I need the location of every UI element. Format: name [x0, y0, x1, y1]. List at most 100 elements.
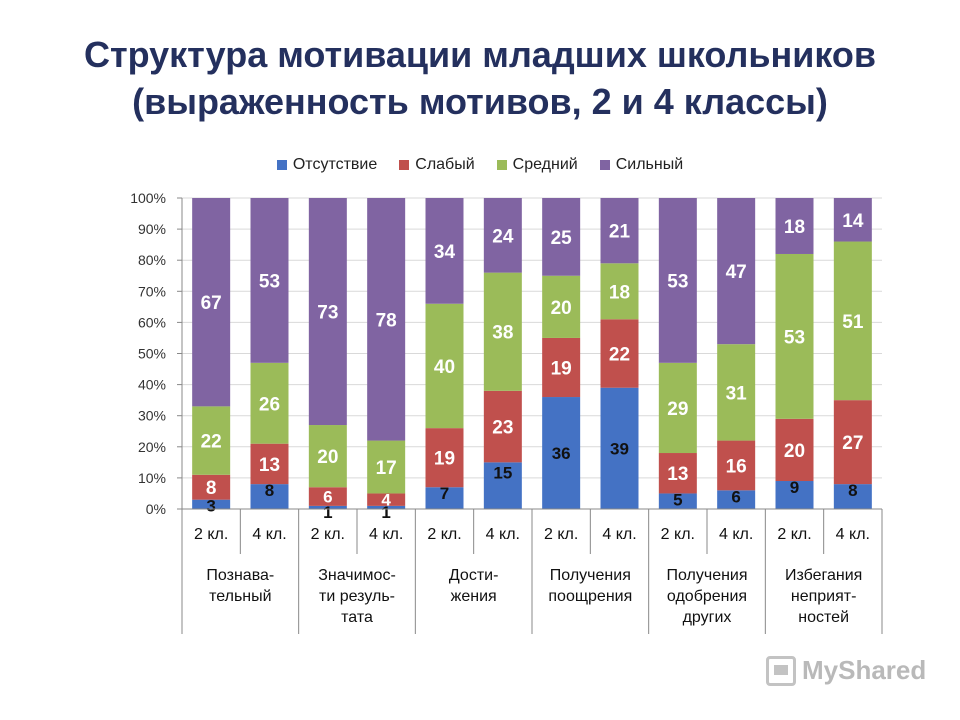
- data-label: 8: [265, 481, 274, 500]
- bar-segment: [833, 241, 872, 401]
- chart-title-line-1: Структура мотивации младших школьников: [83, 34, 877, 75]
- bar-segment: [542, 275, 581, 338]
- y-tick-label: 20%: [138, 439, 166, 455]
- bar-segment: [367, 440, 406, 494]
- data-label: 18: [784, 217, 805, 238]
- bar-segment: [658, 493, 697, 509]
- data-label: 40: [434, 357, 455, 378]
- data-label: 38: [492, 323, 513, 344]
- bar-segment: [308, 198, 347, 426]
- category-label: 4 кл.: [369, 526, 403, 543]
- bar-segment: [775, 198, 814, 254]
- bar-segment: [717, 344, 756, 441]
- bar-segment: [658, 198, 697, 363]
- data-label: 1: [381, 503, 390, 522]
- data-label: 53: [259, 271, 280, 292]
- legend-swatch: [399, 160, 410, 170]
- bar-segment: [192, 474, 231, 500]
- bar-segment: [542, 198, 581, 276]
- bar-segment: [308, 487, 347, 506]
- category-label: 2 кл.: [311, 526, 345, 543]
- legend-label: Средний: [512, 156, 578, 173]
- legend-swatch: [496, 160, 507, 170]
- bar-segment: [367, 505, 406, 509]
- bar-segment: [717, 198, 756, 345]
- bar-segment: [542, 337, 581, 398]
- data-label: 7: [440, 484, 449, 503]
- data-label: 22: [201, 432, 222, 453]
- data-label: 27: [842, 433, 863, 454]
- group-label: жения: [451, 588, 497, 605]
- data-label: 67: [201, 293, 222, 314]
- bar-segment: [192, 198, 231, 407]
- bar-segment: [600, 387, 639, 509]
- group-label: Познава-: [206, 567, 274, 584]
- y-tick-label: 40%: [138, 377, 166, 393]
- group-label: Избегания: [785, 567, 862, 584]
- y-tick-label: 80%: [138, 252, 166, 268]
- data-label: 1: [323, 503, 332, 522]
- data-label: 13: [667, 464, 688, 485]
- data-label: 25: [551, 228, 573, 249]
- bar-segment: [250, 484, 289, 509]
- data-label: 14: [842, 211, 864, 232]
- legend-label: Отсутствие: [292, 156, 378, 173]
- legend-swatch: [276, 160, 287, 170]
- data-label: 73: [317, 303, 338, 324]
- bar-segment: [775, 418, 814, 482]
- bar-segment: [600, 198, 639, 264]
- data-label: 31: [726, 383, 748, 404]
- data-label: 8: [848, 481, 857, 500]
- bar-segment: [367, 493, 406, 506]
- category-label: 4 кл.: [836, 526, 870, 543]
- data-label: 17: [376, 458, 397, 479]
- bar-segment: [717, 490, 756, 509]
- bar-segment: [192, 406, 231, 475]
- bar-segment: [717, 440, 756, 491]
- data-label: 26: [259, 394, 280, 415]
- category-label: 2 кл.: [427, 526, 461, 543]
- data-label: 47: [726, 262, 747, 283]
- data-label: 36: [552, 444, 571, 463]
- group-label: тельный: [209, 588, 271, 605]
- data-label: 6: [323, 488, 332, 507]
- data-label: 20: [551, 298, 572, 319]
- bar-segment: [483, 462, 522, 509]
- group-label: ностей: [798, 609, 849, 626]
- bar-segment: [425, 198, 464, 304]
- group-label: Получения: [666, 567, 747, 584]
- watermark-text: MyShared: [802, 655, 927, 685]
- legend-item-weak: Слабый: [399, 156, 475, 174]
- group-label: ти резуль-: [319, 588, 395, 605]
- data-label: 4: [381, 491, 391, 510]
- bar-segment: [308, 425, 347, 488]
- data-label: 53: [784, 327, 805, 348]
- category-label: 4 кл.: [719, 526, 753, 543]
- bar-segment: [483, 390, 522, 463]
- group-label: Значимос-: [318, 567, 396, 584]
- data-label: 21: [609, 222, 631, 243]
- bar-segment: [833, 484, 872, 509]
- group-label: тата: [341, 609, 373, 626]
- data-label: 15: [493, 463, 512, 482]
- data-label: 9: [790, 478, 799, 497]
- bar-segment: [833, 400, 872, 485]
- data-label: 8: [206, 478, 217, 499]
- data-label: 19: [551, 358, 572, 379]
- data-label: 23: [492, 418, 513, 439]
- bar-segment: [483, 198, 522, 273]
- group-label: одобрения: [667, 588, 747, 605]
- bar-segment: [250, 198, 289, 363]
- y-tick-label: 50%: [138, 346, 166, 362]
- group-label: неприят-: [791, 588, 857, 605]
- bar-segment: [775, 481, 814, 509]
- y-tick-label: 60%: [138, 314, 166, 330]
- data-label: 19: [434, 449, 455, 470]
- group-label: Дости-: [449, 567, 499, 584]
- legend-item-strong: Сильный: [599, 156, 683, 174]
- category-label: 2 кл.: [777, 526, 811, 543]
- y-tick-label: 30%: [138, 408, 166, 424]
- data-label: 39: [610, 439, 629, 458]
- group-label: других: [683, 609, 732, 626]
- data-label: 29: [667, 399, 688, 420]
